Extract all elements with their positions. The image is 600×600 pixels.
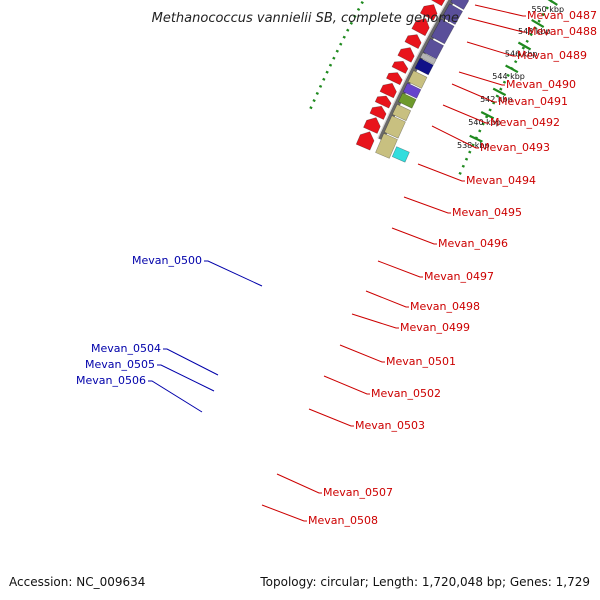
- cds-arrow-minus-strand: [391, 61, 409, 74]
- leader-line: [163, 348, 219, 376]
- leader-line: [365, 290, 409, 308]
- gene-box-purple: [431, 18, 455, 45]
- cds-arrow-minus-strand: [369, 105, 387, 120]
- cds-arrow-minus-strand: [404, 34, 422, 49]
- gene-box-purple: [450, 0, 470, 10]
- gene-box-gray: [420, 52, 437, 65]
- gene-box-cyan: [391, 146, 410, 163]
- gene-label-mevan-0503: Mevan_0503: [355, 419, 425, 432]
- leader-line: [323, 375, 370, 395]
- cds-arrow-minus-strand: [430, 0, 446, 6]
- leader-line: [451, 83, 497, 103]
- gene-labels: Mevan_0487 Mevan_0488 Mevan_0489 Mevan_0490…: [76, 9, 597, 527]
- gene-label-mevan-0489: Mevan_0489: [517, 49, 587, 62]
- kbp-tick-label: 544 kbp: [492, 72, 525, 81]
- leader-line: [442, 104, 489, 124]
- kbp-tick: [547, 0, 558, 6]
- kbp-tick-label: 538 kbp: [457, 141, 490, 150]
- gene-label-mevan-0494: Mevan_0494: [466, 174, 536, 187]
- kbp-tick: [492, 87, 507, 97]
- cds-arrow-minus-strand: [397, 47, 415, 63]
- leader-line: [308, 408, 354, 427]
- genome-title: Methanococcus vannielii SB, complete gen…: [152, 11, 459, 26]
- leader-line: [276, 473, 322, 494]
- cds-arrow-minus-strand: [363, 117, 381, 134]
- gene-label-mevan-0508: Mevan_0508: [308, 514, 378, 527]
- leader-line: [157, 364, 215, 392]
- leader-line: [474, 4, 526, 17]
- kbp-tick-label: 550 kbp: [531, 5, 564, 14]
- gene-label-mevan-0492: Mevan_0492: [490, 116, 560, 129]
- cds-arrow-minus-strand: [420, 4, 438, 21]
- cds-arrow-minus-strand: [374, 95, 392, 109]
- gene-box-olive: [407, 70, 428, 89]
- kbp-tick: [517, 41, 532, 51]
- gene-box-purple: [422, 38, 444, 60]
- gene-label-mevan-0496: Mevan_0496: [438, 237, 508, 250]
- gene-label-mevan-0507: Mevan_0507: [323, 486, 393, 499]
- kbp-tick: [469, 134, 483, 143]
- kbp-tick-label: 542 kbp: [480, 95, 513, 104]
- leader-line: [204, 260, 263, 287]
- gene-label-mevan-0497: Mevan_0497: [424, 270, 494, 283]
- cds-arrow-minus-strand: [411, 18, 430, 36]
- gene-box-olive: [392, 104, 411, 121]
- gene-box-violet: [402, 82, 422, 99]
- gene-label-mevan-0501: Mevan_0501: [386, 355, 456, 368]
- label-leader-lines: [148, 4, 526, 522]
- cds-arrow-minus-strand: [386, 72, 403, 85]
- gene-label-mevan-0505: Mevan_0505: [85, 358, 155, 371]
- backbone-highlight: [377, 0, 449, 139]
- cds-arrow-minus-strand: [379, 83, 397, 99]
- leader-line: [431, 125, 479, 149]
- leader-line: [351, 313, 399, 329]
- gene-box-olive: [375, 133, 398, 159]
- gene-label-mevan-0504: Mevan_0504: [91, 342, 161, 355]
- gene-label-mevan-0493: Mevan_0493: [480, 141, 550, 154]
- topology-text: Topology: circular; Length: 1,720,048 bp…: [259, 575, 590, 589]
- kbp-tick: [531, 18, 545, 29]
- gene-features: [355, 0, 470, 163]
- gene-box-green: [398, 92, 417, 109]
- kbp-tick-label: 548 kbp: [518, 27, 551, 36]
- gene-box-navy: [414, 57, 434, 76]
- gene-label-mevan-0487: Mevan_0487: [527, 9, 597, 22]
- leader-line: [417, 163, 465, 182]
- leader-line: [467, 17, 526, 33]
- gene-box-purple: [441, 3, 463, 25]
- gene-label-mevan-0498: Mevan_0498: [410, 300, 480, 313]
- gene-label-mevan-0506: Mevan_0506: [76, 374, 146, 387]
- gene-label-mevan-0500: Mevan_0500: [132, 254, 202, 267]
- kbp-tick: [480, 111, 495, 120]
- gene-label-mevan-0490: Mevan_0490: [506, 78, 576, 91]
- leader-line: [148, 380, 203, 413]
- leader-line: [377, 260, 423, 278]
- gene-box-olive: [384, 115, 406, 139]
- cds-arrow-minus-strand: [355, 131, 375, 151]
- gene-label-mevan-0499: Mevan_0499: [400, 321, 470, 334]
- gene-label-mevan-0502: Mevan_0502: [371, 387, 441, 400]
- leader-line: [458, 71, 505, 86]
- accession-text: Accession: NC_009634: [9, 575, 145, 589]
- leader-line: [261, 504, 307, 522]
- kbp-tick-label: 546 kbp: [505, 50, 538, 59]
- gene-label-mevan-0491: Mevan_0491: [498, 95, 568, 108]
- gene-label-mevan-0488: Mevan_0488: [527, 25, 597, 38]
- leader-line: [466, 41, 516, 57]
- gene-label-mevan-0495: Mevan_0495: [452, 206, 522, 219]
- leader-line: [339, 344, 385, 363]
- leader-line: [403, 196, 451, 214]
- leader-line: [391, 227, 437, 245]
- kbp-tick: [505, 64, 519, 74]
